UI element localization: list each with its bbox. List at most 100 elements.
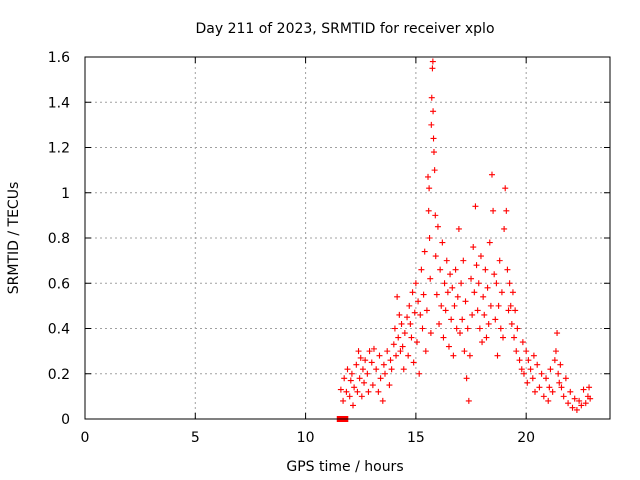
- data-point: [498, 289, 505, 296]
- data-point: [558, 384, 565, 391]
- x-tick-label: 15: [407, 430, 425, 446]
- y-tick-label: 0.8: [48, 231, 70, 247]
- data-point: [543, 375, 550, 382]
- data-point: [440, 334, 447, 341]
- data-point: [415, 298, 422, 305]
- data-point: [530, 352, 537, 359]
- data-point: [401, 330, 408, 337]
- data-point: [547, 366, 554, 373]
- data-point: [514, 325, 521, 332]
- data-point: [343, 388, 350, 395]
- data-point: [449, 284, 456, 291]
- y-tick-label: 1.4: [48, 95, 70, 111]
- data-point: [400, 366, 407, 373]
- data-point: [351, 384, 358, 391]
- data-point: [464, 325, 471, 332]
- data-point: [362, 357, 369, 364]
- chart-title: Day 211 of 2023, SRMTID for receiver xpl…: [195, 21, 494, 37]
- data-point: [427, 275, 434, 282]
- data-point: [460, 257, 467, 264]
- data-point: [450, 352, 457, 359]
- data-point: [356, 375, 363, 382]
- data-point: [483, 334, 490, 341]
- data-point: [444, 289, 451, 296]
- data-point: [504, 266, 511, 273]
- data-points: [336, 58, 594, 422]
- data-point: [503, 207, 510, 214]
- data-point: [391, 325, 398, 332]
- data-point: [486, 239, 493, 246]
- x-tick-label: 10: [297, 430, 315, 446]
- data-point: [472, 203, 479, 210]
- data-point: [365, 388, 372, 395]
- data-point: [340, 397, 347, 404]
- data-point: [471, 289, 478, 296]
- data-point: [423, 307, 430, 314]
- data-point: [390, 341, 397, 348]
- data-point: [474, 307, 481, 314]
- data-point: [375, 388, 382, 395]
- data-point: [441, 280, 448, 287]
- x-tick-labels: 0 5 10 15 20: [81, 430, 536, 446]
- data-point: [408, 334, 415, 341]
- data-point: [509, 289, 516, 296]
- data-point: [432, 212, 439, 219]
- data-point: [357, 354, 364, 361]
- data-point: [463, 375, 470, 382]
- data-point: [341, 375, 348, 382]
- data-point: [554, 330, 561, 337]
- data-point: [438, 302, 445, 309]
- data-point: [512, 307, 519, 314]
- data-point: [439, 239, 446, 246]
- data-point: [361, 379, 368, 386]
- data-point: [475, 280, 482, 287]
- y-tick-label: 1: [61, 186, 70, 202]
- data-point: [557, 361, 564, 368]
- data-point: [462, 298, 469, 305]
- data-point: [399, 343, 406, 350]
- x-axis-label: GPS time / hours: [286, 459, 403, 475]
- data-point: [479, 339, 486, 346]
- data-point: [436, 320, 443, 327]
- data-point: [481, 311, 488, 318]
- data-point: [534, 361, 541, 368]
- data-point: [369, 382, 376, 389]
- data-point: [470, 244, 477, 251]
- y-tick-labels: 0 0.2 0.4 0.6 0.8 1 1.2 1.4 1.6: [48, 50, 70, 428]
- data-point: [465, 397, 472, 404]
- data-point: [353, 361, 360, 368]
- y-tick-label: 1.2: [48, 141, 70, 157]
- data-point: [422, 348, 429, 355]
- data-point: [484, 284, 491, 291]
- data-point: [569, 404, 576, 411]
- data-point: [555, 370, 562, 377]
- data-point: [380, 361, 387, 368]
- data-point: [549, 388, 556, 395]
- data-point: [556, 379, 563, 386]
- data-point: [337, 386, 344, 393]
- data-point: [420, 291, 427, 298]
- data-point: [586, 384, 593, 391]
- data-point: [430, 135, 437, 142]
- data-point: [348, 370, 355, 377]
- data-point: [494, 352, 501, 359]
- data-point: [407, 320, 414, 327]
- data-point: [457, 330, 463, 337]
- data-point: [358, 393, 365, 400]
- x-tick-label: 5: [191, 430, 200, 446]
- data-point: [560, 393, 567, 400]
- data-point: [376, 352, 383, 359]
- data-point: [393, 352, 400, 359]
- data-point: [413, 339, 420, 346]
- data-point: [430, 149, 437, 156]
- data-point: [461, 348, 468, 355]
- data-point: [501, 225, 508, 232]
- data-point: [384, 348, 391, 355]
- data-point: [388, 366, 395, 373]
- data-point: [396, 311, 403, 318]
- data-point: [511, 334, 518, 341]
- data-point: [430, 108, 437, 115]
- data-point: [425, 173, 432, 180]
- x-tick-label: 0: [81, 430, 90, 446]
- data-point: [347, 377, 354, 384]
